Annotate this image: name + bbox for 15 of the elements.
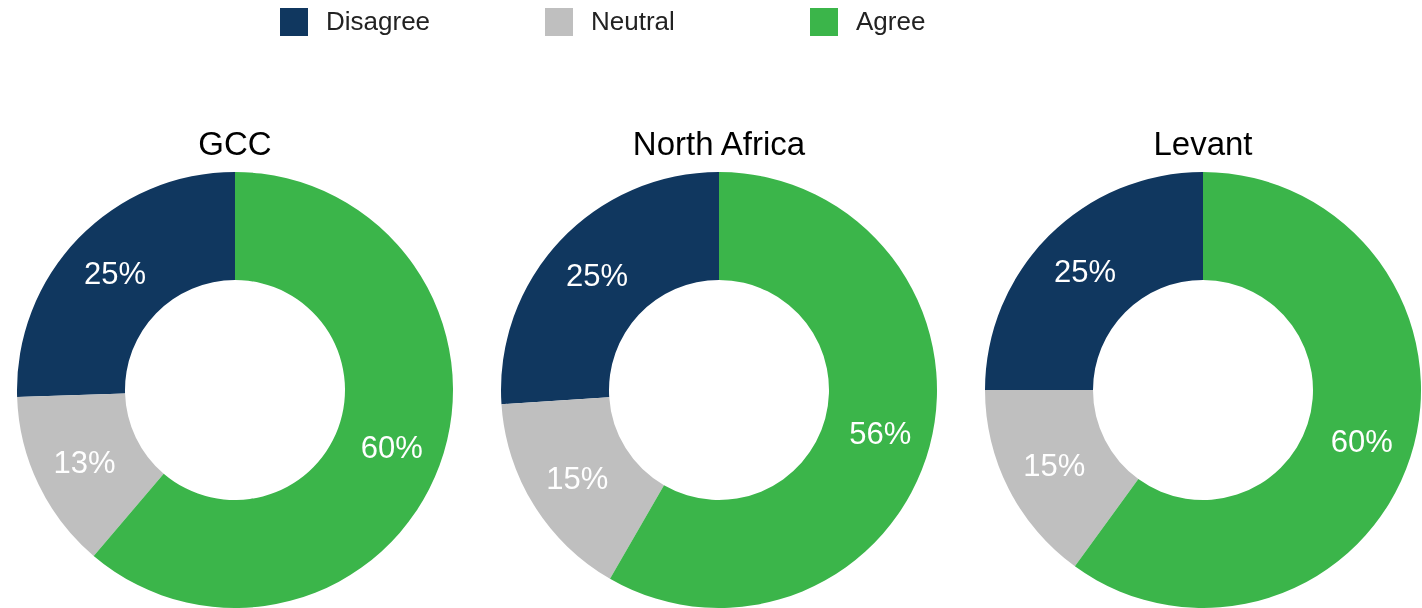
chart-title: Levant — [1153, 125, 1253, 162]
chart-title: North Africa — [632, 125, 806, 162]
legend-label: Agree — [856, 6, 926, 37]
data-label: 25% — [566, 258, 629, 294]
data-label: 15% — [1023, 448, 1086, 484]
data-label: 25% — [1053, 254, 1116, 290]
data-label: 15% — [546, 460, 609, 496]
data-label: 60% — [1330, 424, 1393, 460]
data-label: 13% — [53, 444, 116, 480]
text: GCC — [198, 125, 272, 162]
data-label: 25% — [84, 256, 147, 292]
legend-label: Disagree — [326, 6, 431, 37]
legend-label: Neutral — [591, 6, 675, 37]
data-label: 60% — [360, 430, 423, 466]
data-label: 56% — [849, 415, 912, 451]
